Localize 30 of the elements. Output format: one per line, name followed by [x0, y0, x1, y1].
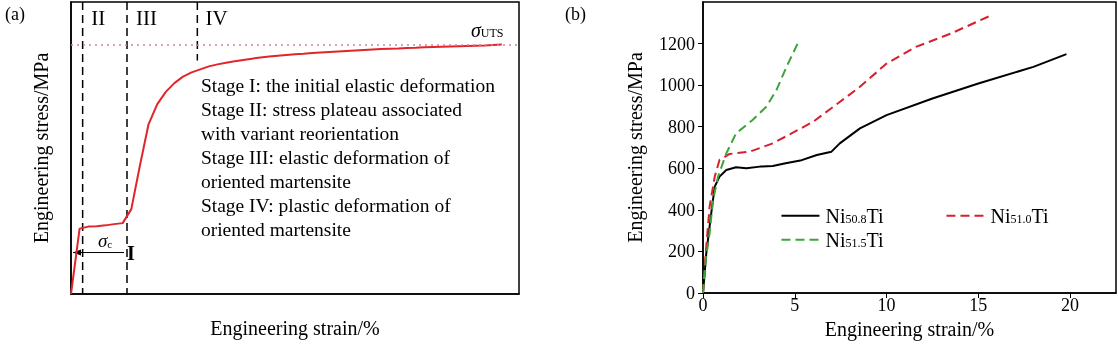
annotation: Stage II: stress plateau associated with variant reorientation — [200, 99, 467, 145]
y-tick-label: 200 — [668, 241, 695, 262]
y-axis-title: Engineering stress/MPa — [30, 52, 53, 244]
annotation: Stage IV: plastic deformation of oriented martensite — [200, 195, 456, 241]
annotation: σc — [97, 230, 113, 252]
text: IV — [205, 6, 228, 31]
chart-title: (a) — [5, 4, 25, 25]
x-tick-label: 10 — [877, 295, 896, 315]
x-tick-label: 0 — [698, 295, 708, 315]
annotation: Stage I: the initial elastic deformation — [200, 75, 496, 97]
x-tick-label: 15 — [969, 295, 988, 315]
y-tick-label: 1000 — [659, 75, 695, 96]
y-tick-label: 1200 — [659, 33, 695, 54]
x-tick-label: 5 — [790, 295, 800, 315]
legend-label: Ni51.0Ti — [990, 204, 1049, 227]
y-axis-title: Engineering stress/MPa — [624, 52, 647, 243]
y-tick-label: 600 — [668, 158, 695, 179]
ref-line-label: σUTS — [471, 19, 504, 42]
text: III — [135, 6, 157, 31]
annotation: I — [127, 241, 135, 264]
annotation: Stage III: elastic deformation of oriented martensite — [200, 147, 455, 193]
y-tick-label: 400 — [668, 199, 695, 220]
legend-label: Ni51.5Ti — [825, 228, 884, 251]
x-axis-title: Engineering strain/% — [210, 317, 380, 340]
text: II — [91, 6, 106, 31]
x-tick-label: 20 — [1061, 295, 1080, 315]
x-axis-title: Engineering strain/% — [824, 317, 995, 341]
chart-title: (b) — [565, 4, 586, 25]
legend-label: Ni50.8Ti — [825, 204, 884, 227]
y-tick-label: 800 — [668, 116, 695, 137]
